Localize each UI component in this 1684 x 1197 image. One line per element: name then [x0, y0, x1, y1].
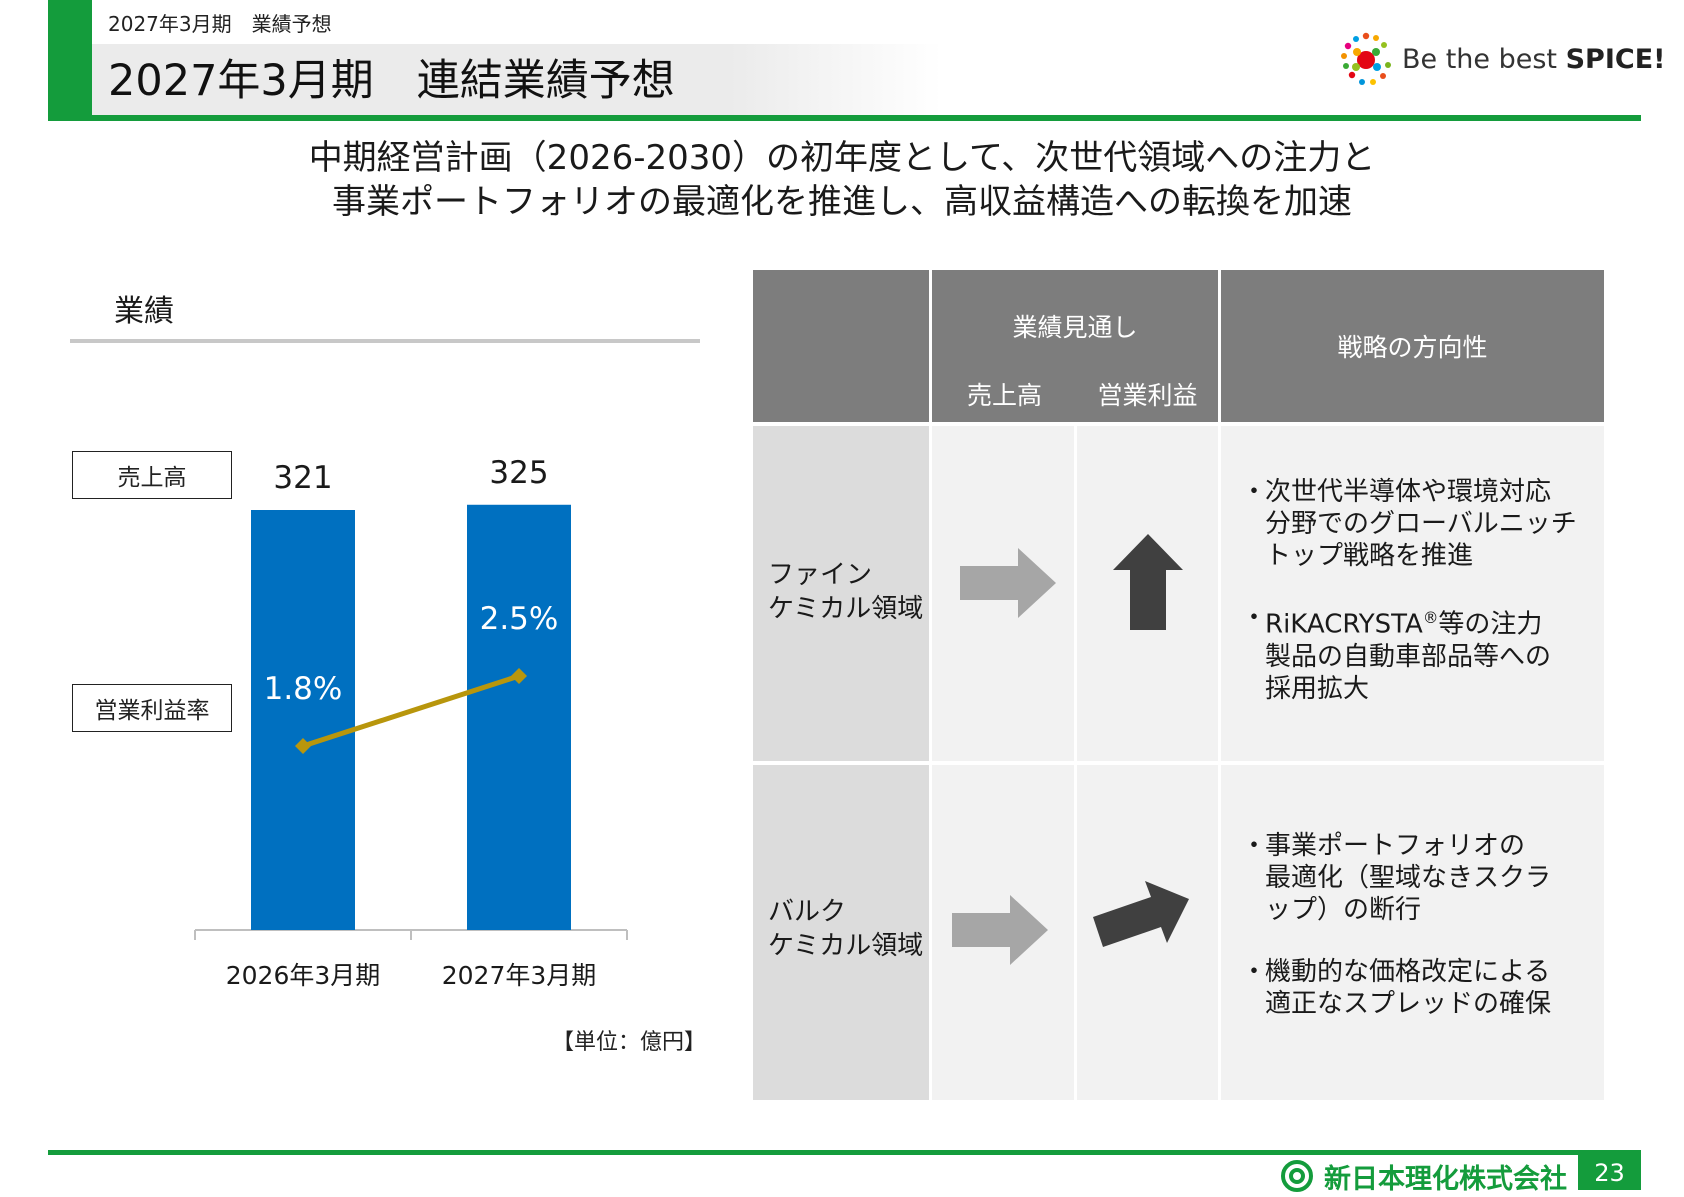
company-name: 新日本理化株式会社 — [1324, 1163, 1567, 1195]
table-header-strategy: 戦略の方向性 — [1221, 270, 1604, 422]
strategy-bullet: ・次世代半導体や環境対応 分野でのグローバルニッチ トップ戦略を推進 — [1241, 477, 1577, 571]
unit-note: 【単位：億円】 — [552, 1030, 707, 1055]
company-logo-icon — [1341, 32, 1391, 85]
footer-rule — [48, 1150, 1641, 1155]
company-signature: 新日本理化株式会社 — [1280, 1155, 1567, 1197]
page-number: 23 — [1578, 1155, 1641, 1190]
bar-value-label: 321 — [273, 460, 332, 496]
header-sales-label: 売上高 — [966, 381, 1042, 410]
row-bulk-chemical-op — [1077, 765, 1218, 1100]
line-value-label: 1.8% — [264, 671, 343, 707]
bar-sales — [251, 510, 355, 930]
row-fine-chemical-label: ファイン ケミカル領域 — [753, 426, 929, 761]
row-fine-chemical-sales — [932, 426, 1074, 761]
row-fine-chemical-op — [1077, 426, 1218, 761]
section-label: 2027年3月期 業績予想 — [108, 12, 332, 36]
line-operating-margin — [302, 673, 520, 749]
x-tick-label: 2026年3月期 — [226, 961, 381, 990]
arrow-right-icon — [960, 548, 1056, 618]
slogan-bold: SPICE! — [1565, 44, 1666, 75]
table-header-blank — [753, 270, 929, 422]
performance-label: 業績 — [114, 294, 174, 329]
line-value-label: 2.5% — [480, 601, 559, 637]
header-accent-bar — [48, 0, 92, 120]
arrow-up-icon — [1113, 534, 1183, 630]
line-point — [295, 738, 311, 754]
header-rule — [48, 115, 1641, 121]
table-header-outlook: 業績見通し 売上高 営業利益 — [932, 270, 1218, 422]
headline-line-1: 中期経営計画（2026-2030）の初年度として、次世代領域への注力と — [308, 138, 1376, 178]
bar-sales — [467, 504, 571, 930]
performance-rule — [70, 339, 700, 343]
strategy-bullet: ・ RiKACRYSTA®等の注力 製品の自動車部品等への 採用拡大 — [1241, 603, 1552, 704]
row-bulk-chemical-label: バルク ケミカル領域 — [753, 765, 929, 1100]
header-title-band — [92, 44, 942, 118]
legend-operating-margin: 営業利益率 — [72, 684, 232, 732]
arrow-right-icon — [952, 895, 1048, 965]
header-op-label: 営業利益 — [1097, 381, 1198, 410]
x-tick-label: 2027年3月期 — [442, 961, 597, 990]
row-bulk-chemical-strategy: ・事業ポートフォリオの 最適化（聖域なきスクラ ップ）の断行 ・機動的な価格改定… — [1221, 765, 1604, 1100]
headline-line-2: 事業ポートフォリオの最適化を推進し、高収益構造への転換を加速 — [332, 182, 1352, 222]
row-name-line1: バルク — [768, 897, 847, 927]
company-mark-icon — [1281, 1160, 1313, 1192]
row-name-line2: ケミカル領域 — [768, 594, 924, 624]
slogan-prefix: Be the best — [1402, 44, 1566, 75]
row-name-line1: ファイン — [768, 560, 873, 590]
row-name-line2: ケミカル領域 — [768, 931, 924, 961]
page-title: 2027年3月期 連結業績予想 — [108, 56, 675, 106]
row-fine-chemical-strategy: ・次世代半導体や環境対応 分野でのグローバルニッチ トップ戦略を推進 ・ RiKA… — [1221, 426, 1604, 761]
row-bulk-chemical-sales — [932, 765, 1074, 1100]
line-point — [511, 668, 527, 684]
header-outlook-label: 業績見通し — [1012, 313, 1138, 342]
strategy-bullet: ・事業ポートフォリオの 最適化（聖域なきスクラ ップ）の断行 — [1241, 831, 1552, 925]
strategy-bullet: ・機動的な価格改定による 適正なスプレッドの確保 — [1241, 957, 1552, 1019]
arrow-up-right-icon — [1093, 881, 1189, 947]
legend-sales: 売上高 — [72, 451, 232, 499]
header-strategy-label: 戦略の方向性 — [1337, 333, 1488, 362]
performance-chart: 321 2026年3月期 325 2027年3月期 1.8% 2.5% — [194, 455, 628, 990]
slogan: Be the best SPICE! — [1402, 44, 1665, 75]
bar-value-label: 325 — [489, 455, 548, 491]
